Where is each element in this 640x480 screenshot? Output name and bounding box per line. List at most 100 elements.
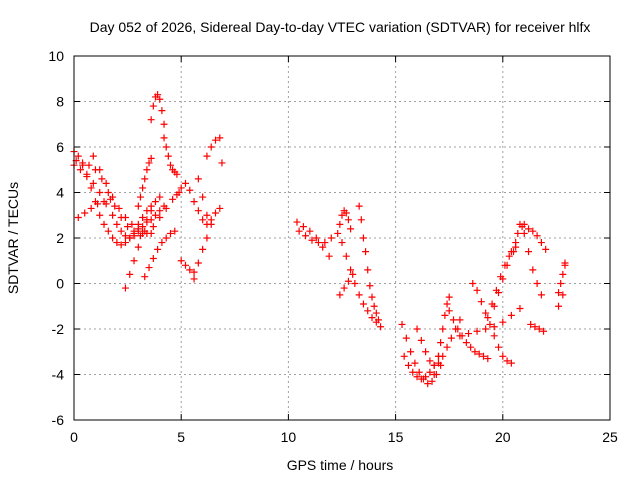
data-point: [359, 300, 367, 308]
data-point: [364, 266, 372, 274]
data-point: [100, 198, 108, 206]
data-point: [121, 232, 129, 240]
data-point: [338, 239, 346, 247]
data-point: [507, 359, 515, 367]
data-point: [499, 318, 507, 326]
data-point: [422, 348, 430, 356]
data-point: [525, 248, 533, 256]
data-point: [362, 248, 370, 256]
data-point: [130, 257, 138, 265]
series-track-19: [336, 207, 355, 233]
data-point: [149, 254, 157, 262]
chart-title: Day 052 of 2026, Sidereal Day-to-day VTE…: [90, 19, 591, 35]
data-point: [340, 284, 348, 292]
data-point: [484, 314, 492, 322]
series-track-12: [177, 257, 198, 276]
x-tick-label: 0: [70, 429, 78, 445]
series-track-08: [141, 227, 179, 281]
data-point: [162, 143, 170, 151]
x-tick-label: 5: [177, 429, 185, 445]
data-point: [139, 214, 147, 222]
data-point: [359, 234, 367, 242]
data-point: [404, 361, 412, 369]
data-point: [113, 220, 121, 228]
data-point: [145, 264, 153, 272]
data-point: [164, 152, 172, 160]
data-point: [121, 284, 129, 292]
data-point: [507, 248, 515, 256]
data-point: [349, 270, 357, 278]
series-track-33: [520, 220, 550, 253]
data-point: [302, 232, 310, 240]
data-point: [89, 179, 97, 187]
series-track-10: [160, 134, 181, 178]
x-axis-label: GPS time / hours: [287, 457, 394, 473]
data-point: [87, 204, 95, 212]
data-point: [212, 209, 220, 217]
data-point: [139, 229, 147, 237]
data-point: [100, 220, 108, 228]
data-point: [139, 223, 147, 231]
data-point: [327, 234, 335, 242]
data-point: [190, 268, 198, 276]
data-point: [533, 232, 541, 240]
y-tick-label: 2: [56, 230, 64, 246]
data-point: [355, 291, 363, 299]
data-point: [529, 227, 537, 235]
y-axis-label: SDTVAR / TECUs: [5, 182, 21, 294]
data-point: [162, 204, 170, 212]
data-point: [134, 225, 142, 233]
data-point: [109, 193, 117, 201]
data-point: [473, 327, 481, 335]
data-point: [98, 175, 106, 183]
data-point: [186, 266, 194, 274]
series-track-27: [445, 307, 492, 363]
data-point: [342, 252, 350, 260]
data-point: [321, 239, 329, 247]
data-point: [139, 184, 147, 192]
data-point: [126, 270, 134, 278]
data-point: [156, 95, 164, 103]
data-point: [537, 291, 545, 299]
data-point: [469, 280, 477, 287]
data-point: [147, 207, 155, 215]
y-tick-label: 0: [56, 276, 64, 292]
data-point: [454, 325, 462, 333]
y-tick-label: -2: [52, 321, 65, 337]
data-point: [169, 195, 177, 203]
data-point: [426, 368, 434, 376]
data-point: [374, 316, 382, 324]
data-point: [559, 270, 567, 278]
data-point: [96, 166, 104, 174]
series-track-34: [527, 320, 548, 335]
data-point: [482, 309, 490, 317]
series-track-07: [134, 154, 155, 210]
data-point: [199, 193, 207, 201]
data-point: [507, 311, 515, 319]
data-point: [203, 220, 211, 228]
data-point: [529, 266, 537, 274]
data-point: [415, 368, 423, 376]
data-point: [199, 216, 207, 224]
data-point: [145, 159, 153, 167]
data-point: [505, 252, 513, 260]
data-point: [109, 211, 117, 219]
data-point: [158, 239, 166, 247]
data-point: [96, 211, 104, 219]
data-point: [212, 136, 220, 144]
data-point: [495, 343, 503, 351]
data-point: [134, 243, 142, 251]
data-point: [555, 289, 563, 297]
data-point: [121, 239, 129, 247]
series-track-23: [398, 320, 445, 388]
x-tick-label: 25: [602, 429, 618, 445]
data-point: [441, 311, 449, 319]
data-point: [104, 227, 112, 235]
data-point: [520, 220, 528, 228]
data-point: [439, 325, 447, 333]
axis-ticks: 0 5 10 15 20 25 -6 -4 -2 0 2 4 6 8 10: [48, 48, 618, 445]
data-point: [181, 261, 189, 269]
data-point: [166, 229, 174, 237]
data-point: [306, 227, 314, 235]
series-track-22: [355, 202, 382, 324]
